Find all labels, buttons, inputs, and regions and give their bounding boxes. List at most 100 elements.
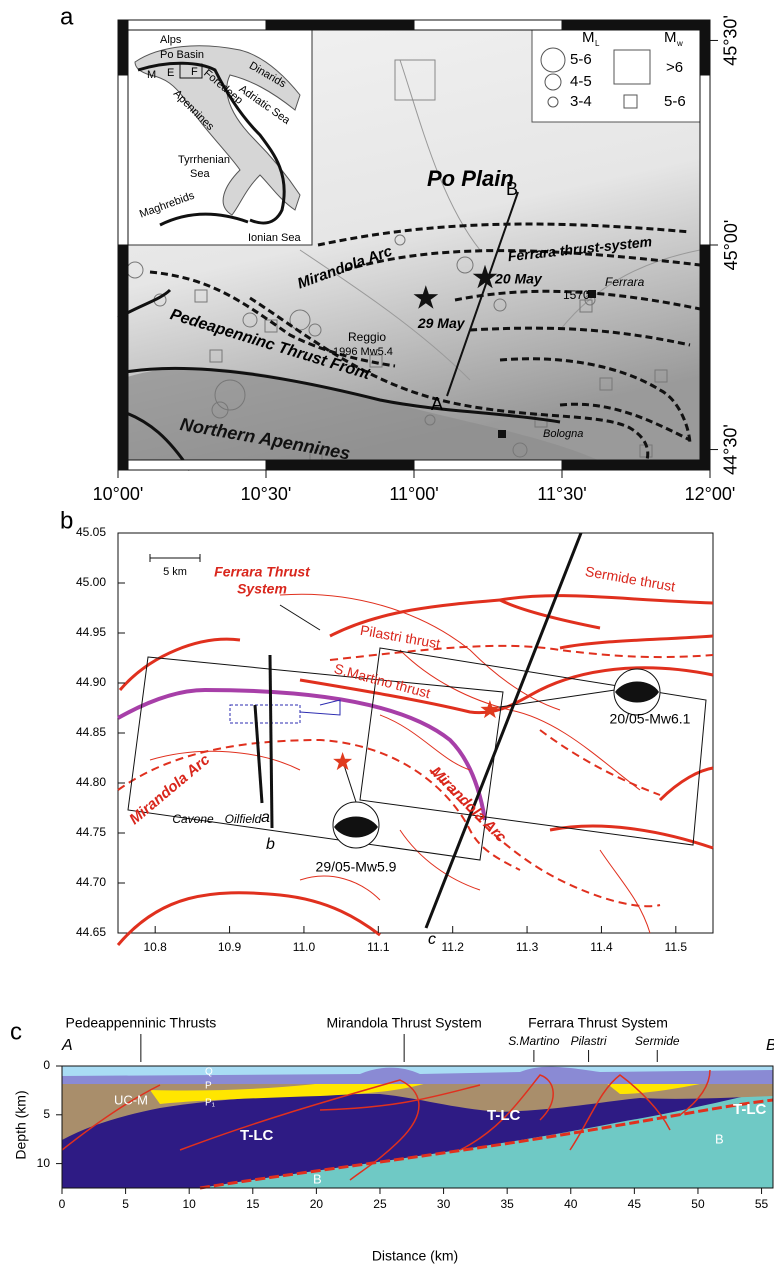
panel-label: a — [60, 3, 74, 30]
system-label: Mirandola Thrust System — [326, 1015, 481, 1031]
inset-label: Ionian Sea — [248, 232, 301, 244]
inset-label: Sea — [190, 168, 210, 180]
frame-bar — [118, 460, 266, 470]
profile-end: B — [506, 179, 518, 199]
field-label: Cavone — [172, 812, 214, 826]
legend-label: 3-4 — [570, 93, 592, 110]
frame-bar — [700, 245, 710, 470]
x-tick-label: 11.2 — [441, 940, 464, 954]
legend-label: 5-6 — [664, 93, 686, 110]
frame-bar — [118, 20, 266, 30]
x-tick-label: 40 — [564, 1197, 578, 1211]
x-tick-label: 15 — [246, 1197, 260, 1211]
place-label: Po Plain — [427, 166, 514, 191]
frame-bar — [700, 20, 710, 75]
inset-label: M — [147, 69, 156, 81]
x-tick-label: 20 — [310, 1197, 324, 1211]
y-tick-label: 44.75 — [76, 825, 106, 839]
unit-label: B — [313, 1171, 322, 1186]
x-tick-label: 5 — [122, 1197, 129, 1211]
x-tick-label: 11.5 — [665, 940, 688, 954]
x-tick-label: 10.9 — [218, 940, 242, 954]
frame-bar — [118, 20, 128, 75]
y-tick-label: 44.90 — [76, 675, 106, 689]
x-tick-label: 55 — [755, 1197, 769, 1211]
y-tick-label: 10 — [37, 1156, 51, 1170]
system-label: Pilastri — [571, 1034, 607, 1048]
y-tick-label: 45.00 — [76, 575, 106, 589]
inset-label: Tyrrhenian — [178, 154, 230, 166]
x-tick-label: 0 — [59, 1197, 66, 1211]
event-label: 20/05-Mw6.1 — [610, 711, 691, 727]
unit-label: UC-M — [114, 1092, 148, 1107]
system-label: S.Martino — [508, 1034, 560, 1048]
profile-end: b — [266, 836, 275, 853]
frame-bar — [266, 20, 414, 30]
legend-label: 5-6 — [570, 51, 592, 68]
place-label: Ferrara — [605, 275, 645, 289]
y-tick-label: 44.70 — [76, 875, 106, 889]
x-tick-label: 10°00' — [93, 484, 144, 504]
profile-end: a — [261, 809, 270, 826]
system-label: Ferrara Thrust System — [528, 1015, 668, 1031]
panel-label: c — [10, 1018, 22, 1045]
figure: a Po Plain Ferrara thrust-system — [0, 0, 774, 1266]
unit-label: T-LC — [240, 1127, 273, 1144]
frame-bar — [414, 20, 562, 30]
frame-bar — [562, 20, 710, 30]
place-label: Bologna — [543, 428, 583, 440]
y-tick-label: 45°30' — [721, 15, 741, 66]
frame — [118, 533, 713, 933]
y-axis-title: Depth (km) — [13, 1090, 29, 1159]
frame-bar — [266, 460, 414, 470]
x-tick-label: 10.8 — [144, 940, 168, 954]
inset-label: E — [167, 67, 174, 79]
x-tick-label: 25 — [373, 1197, 387, 1211]
legend-title-sub: w — [676, 39, 683, 48]
cross-section: Q P P₁ UC-M T-LC T-LC T-LC B B Ferrara T… — [13, 1015, 774, 1264]
city — [498, 430, 506, 438]
x-tick-label: 12°00' — [685, 484, 736, 504]
system-label: Pedeappenninic Thrusts — [65, 1015, 216, 1031]
x-tick-label: 10°30' — [241, 484, 292, 504]
x-tick-label: 11.4 — [590, 940, 613, 954]
inset-label: Po Basin — [160, 49, 204, 61]
y-tick-label: 44°30' — [721, 424, 741, 475]
legend-title: M — [582, 29, 595, 46]
y-tick-label: 45.05 — [76, 525, 106, 539]
field-label: Oilfield — [225, 812, 262, 826]
y-tick-label: 44.65 — [76, 925, 106, 939]
y-tick-label: 0 — [43, 1058, 50, 1072]
event-label: 29/05-Mw5.9 — [316, 859, 397, 875]
frame-bar — [562, 460, 710, 470]
fault-label: System — [237, 581, 287, 597]
x-tick-label: 11°00' — [389, 484, 438, 504]
place-label: 1996 Mw5.4 — [333, 346, 393, 358]
y-tick-label: 44.95 — [76, 625, 106, 639]
x-tick-label: 50 — [691, 1197, 705, 1211]
legend-label: 4-5 — [570, 73, 592, 90]
y-tick-label: 44.80 — [76, 775, 106, 789]
x-tick-label: 10 — [183, 1197, 197, 1211]
frame-bar — [118, 245, 128, 470]
unit-label: P₁ — [205, 1098, 216, 1109]
x-tick-label: 11.1 — [367, 940, 390, 954]
x-tick-label: 11.3 — [516, 940, 539, 954]
frame-bar — [414, 460, 562, 470]
unit-label: T-LC — [487, 1107, 520, 1124]
inset-label: F — [191, 66, 198, 78]
system-label: Sermide — [635, 1034, 680, 1048]
legend-title-sub: L — [595, 39, 600, 48]
unit-label: T-LC — [733, 1101, 766, 1118]
x-tick-label: 30 — [437, 1197, 451, 1211]
panel-label: b — [60, 507, 73, 534]
legend-label: >6 — [666, 59, 683, 76]
y-tick-label: 5 — [43, 1107, 50, 1121]
x-tick-label: 35 — [500, 1197, 514, 1211]
y-tick-label: 44.85 — [76, 725, 106, 739]
x-tick-label: 11.0 — [293, 940, 316, 954]
legend-title: M — [664, 29, 677, 46]
y-tick-label: 45°00' — [721, 220, 741, 271]
profile-end: A — [61, 1037, 73, 1054]
x-tick-label: 45 — [628, 1197, 642, 1211]
